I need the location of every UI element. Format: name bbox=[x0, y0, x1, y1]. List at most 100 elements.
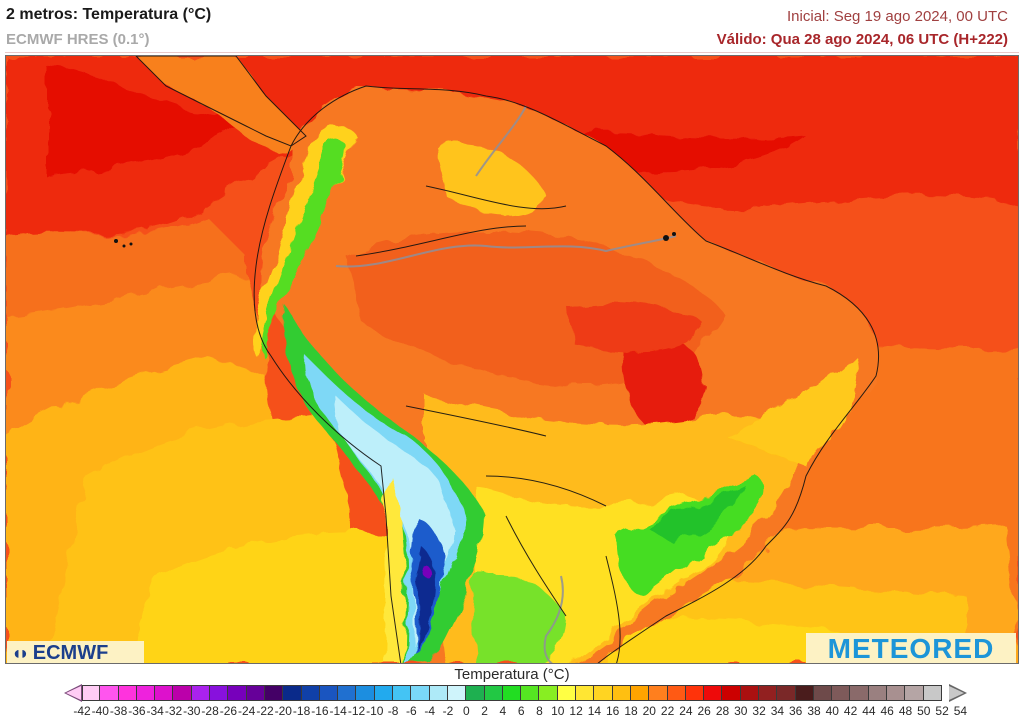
colorbar-cell bbox=[740, 685, 759, 701]
colorbar-tick-label: -32 bbox=[164, 704, 183, 718]
colorbar-cell bbox=[356, 685, 375, 701]
colorbar-tick-label: 28 bbox=[715, 704, 730, 718]
colorbar-ticks: -42 -40 -38 -36 -34 -32 -30 -28 -26 -24 -22 -20 -18-… bbox=[72, 704, 972, 718]
colorbar-cell bbox=[466, 685, 485, 701]
colorbar-tick-label: 36 bbox=[789, 704, 803, 718]
colorbar-cell bbox=[576, 685, 595, 701]
colorbar-tick-label: -20 bbox=[274, 704, 292, 718]
colorbar-tick-label: 4 bbox=[499, 704, 507, 718]
colorbar-cell bbox=[539, 685, 558, 701]
colorbar bbox=[82, 685, 942, 701]
colorbar-cell bbox=[191, 685, 211, 701]
colorbar-cell bbox=[850, 685, 869, 701]
colorbar-tick-label: 34 bbox=[770, 704, 785, 718]
colorbar-cell bbox=[447, 685, 467, 701]
colorbar-tick-label: -28 bbox=[201, 704, 219, 718]
colorbar-tick-label: -26 bbox=[219, 704, 238, 718]
colorbar-cell bbox=[832, 685, 851, 701]
colorbar-tick-label: 30 bbox=[734, 704, 748, 718]
meteored-logo-text: METEORED bbox=[827, 633, 995, 664]
colorbar-cell bbox=[795, 685, 814, 701]
colorbar-cell bbox=[521, 685, 540, 701]
header-title: 2 metros: Temperatura (°C) bbox=[6, 6, 212, 23]
colorbar-cell bbox=[758, 685, 778, 701]
valid-time: Válido: Qua 28 ago 2024, 06 UTC (H+222) bbox=[716, 31, 1008, 48]
legend-title: Temperatura (°C) bbox=[454, 666, 570, 683]
colorbar-cell bbox=[82, 685, 101, 701]
colorbar-cell bbox=[264, 685, 284, 701]
colorbar-cell bbox=[868, 685, 888, 701]
colorbar-cell bbox=[173, 685, 192, 701]
colorbar-tick-label: 40 bbox=[825, 704, 839, 718]
colorbar-tick-label: 22 bbox=[660, 704, 675, 718]
colorbar-cell bbox=[502, 685, 522, 701]
colorbar-cell bbox=[612, 685, 631, 701]
colorbar-tick-label: 46 bbox=[880, 704, 894, 718]
colorbar-cell bbox=[319, 685, 339, 701]
colorbar-cell bbox=[338, 685, 357, 701]
colorbar-cell bbox=[411, 685, 430, 701]
colorbar-cell bbox=[100, 685, 119, 701]
colorbar-cell bbox=[557, 685, 577, 701]
colorbar-cell bbox=[667, 685, 686, 701]
colorbar-max-arrow-fill bbox=[949, 686, 964, 700]
colorbar-tick-label: 24 bbox=[679, 704, 693, 718]
colorbar-cell bbox=[685, 685, 705, 701]
colorbar-cell bbox=[777, 685, 796, 701]
ecmwf-symbol-icon: ◖◗ bbox=[11, 642, 30, 663]
colorbar-tick-label: 10 bbox=[551, 704, 565, 718]
colorbar-cell bbox=[283, 685, 302, 701]
colorbar-tick-label: 50 bbox=[917, 704, 931, 718]
colorbar-min-arrow-fill bbox=[66, 686, 81, 700]
ecmwf-logo-text: ECMWF bbox=[32, 641, 109, 664]
colorbar-cell bbox=[813, 685, 833, 701]
colorbar-tick-label: 42 bbox=[843, 704, 858, 718]
colorbar-tick-label: 2 bbox=[481, 704, 488, 718]
colorbar-tick-label: 16 bbox=[606, 704, 620, 718]
colorbar-cell bbox=[722, 685, 741, 701]
model-subtitle: ECMWF HRES (0.1°) bbox=[6, 31, 150, 48]
temperature-map[interactable]: ◖◗ ECMWF METEORED bbox=[5, 55, 1019, 664]
colorbar-cell bbox=[393, 685, 412, 701]
colorbar-cell bbox=[118, 685, 137, 701]
colorbar-tick-label: 26 bbox=[697, 704, 711, 718]
colorbar-tick-label: 0 bbox=[462, 704, 470, 718]
colorbar-cell bbox=[484, 685, 503, 701]
colorbar-cell bbox=[429, 685, 448, 701]
colorbar-cell bbox=[704, 685, 723, 701]
colorbar-tick-label: 52 bbox=[935, 704, 949, 718]
colorbar-tick-label: -14 bbox=[329, 704, 347, 718]
colorbar-cell bbox=[210, 685, 229, 701]
colorbar-cell bbox=[649, 685, 668, 701]
ecmwf-logo: ◖◗ ECMWF bbox=[7, 641, 144, 664]
colorbar-tick-label: 14 bbox=[587, 704, 602, 718]
colorbar-cell bbox=[136, 685, 156, 701]
colorbar-tick-label: -10 bbox=[366, 704, 384, 718]
colorbar-cell bbox=[155, 685, 174, 701]
colorbar-cell bbox=[246, 685, 265, 701]
colorbar-tick-label: -24 bbox=[238, 704, 256, 718]
meteored-logo: METEORED bbox=[806, 633, 1016, 664]
colorbar-tick-label: -30 bbox=[183, 704, 201, 718]
colorbar-tick-label: -36 bbox=[128, 704, 146, 718]
colorbar-tick-label: 44 bbox=[862, 704, 876, 718]
colorbar-tick-label: -16 bbox=[311, 704, 329, 718]
colorbar-tick-label: 18 bbox=[624, 704, 638, 718]
colorbar-tick-label: 54 bbox=[953, 704, 968, 718]
colorbar-tick-label: 12 bbox=[569, 704, 583, 718]
colorbar-tick-label: -12 bbox=[347, 704, 366, 718]
colorbar-tick-label: 38 bbox=[807, 704, 821, 718]
colorbar-cell bbox=[594, 685, 613, 701]
colorbar-cell bbox=[923, 685, 942, 701]
colorbar-tick-label: -6 bbox=[406, 704, 417, 718]
colorbar-cell bbox=[374, 685, 394, 701]
colorbar-cell bbox=[228, 685, 247, 701]
colorbar-tick-label: -18 bbox=[292, 704, 311, 718]
colorbar-tick-label: 20 bbox=[642, 704, 656, 718]
colorbar-cell bbox=[301, 685, 320, 701]
colorbar-tick-label: -22 bbox=[256, 704, 274, 718]
colorbar-cell bbox=[905, 685, 924, 701]
colorbar-tick-label: -8 bbox=[387, 704, 399, 718]
colorbar-tick-label: 6 bbox=[517, 704, 525, 718]
colorbar-tick-label: 8 bbox=[536, 704, 543, 718]
